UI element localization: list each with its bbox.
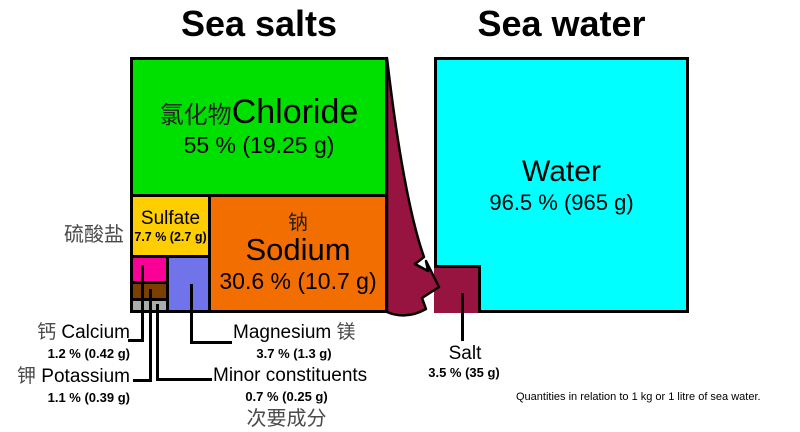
sodium-value: 30.6 % (10.7 g) bbox=[219, 268, 377, 294]
footnote: Quantities in relation to 1 kg or 1 litr… bbox=[516, 391, 761, 403]
water-label: Water bbox=[522, 154, 601, 188]
sea-salts-title: Sea salts bbox=[180, 3, 338, 44]
potassium-connector-line-h bbox=[133, 379, 152, 382]
sulfate-cell: Sulfate 7.7 % (2.7 g) bbox=[133, 197, 208, 255]
magnesium-label-en: Magnesium bbox=[233, 322, 332, 343]
magnesium-connector-line-h bbox=[190, 341, 232, 344]
sodium-label-zh: 钠 bbox=[288, 210, 308, 234]
calcium-connector-line-h bbox=[128, 339, 144, 342]
chloride-value: 55 % (19.25 g) bbox=[183, 132, 335, 158]
minor-constituents-label: Minor constituents bbox=[213, 365, 368, 386]
water-cell: Water 96.5 % (965 g) bbox=[437, 60, 686, 310]
sulfate-label: Sulfate bbox=[140, 207, 201, 229]
magnesium-connector-line bbox=[190, 284, 193, 344]
calcium-cell bbox=[133, 258, 166, 281]
salt-label: Salt bbox=[448, 343, 482, 364]
water-value: 96.5 % (965 g) bbox=[489, 189, 634, 215]
calcium-label: 钙 Calcium bbox=[20, 321, 130, 344]
salt-connector-line bbox=[461, 293, 464, 341]
salt-funnel-arrow-path bbox=[385, 56, 441, 317]
magnesium-cell bbox=[169, 258, 208, 310]
sea-water-box: Water 96.5 % (965 g) bbox=[434, 57, 689, 313]
sodium-cell: 钠 Sodium 30.6 % (10.7 g) bbox=[211, 197, 385, 310]
sulfate-value: 7.7 % (2.7 g) bbox=[134, 229, 207, 244]
chloride-label: Chloride bbox=[231, 93, 359, 131]
potassium-label-en: Potassium bbox=[41, 366, 130, 387]
sea-water-title: Sea water bbox=[477, 3, 646, 44]
potassium-label: 钾 Potassium bbox=[10, 365, 130, 388]
chloride-cell: 氯化物Chloride 55 % (19.25 g) bbox=[133, 60, 385, 194]
salt-value: 3.5 % (35 g) bbox=[428, 365, 500, 380]
magnesium-label-zh: 镁 bbox=[336, 321, 356, 343]
minor-constituents-label-zh: 次要成分 bbox=[246, 406, 327, 430]
minor-connector-line-h bbox=[156, 378, 212, 381]
sulfate-label-zh: 硫酸盐 bbox=[64, 222, 124, 246]
sodium-label: Sodium bbox=[245, 232, 351, 267]
magnesium-value: 3.7 % (1.3 g) bbox=[256, 346, 332, 361]
calcium-value: 1.2 % (0.42 g) bbox=[47, 346, 130, 361]
chloride-label-zh: 氯化物 bbox=[159, 101, 232, 129]
potassium-label-zh: 钾 bbox=[17, 365, 37, 387]
sea-salts-box: 氯化物Chloride 55 % (19.25 g) Sulfate 7.7 %… bbox=[130, 57, 388, 313]
potassium-value: 1.1 % (0.39 g) bbox=[47, 390, 130, 405]
calcium-label-zh: 钙 bbox=[37, 321, 57, 343]
chloride-name-row: 氯化物Chloride bbox=[160, 94, 359, 130]
potassium-connector-line bbox=[149, 289, 152, 382]
minor-constituents-value: 0.7 % (0.25 g) bbox=[245, 389, 328, 404]
minor-connector-line bbox=[156, 304, 159, 381]
calcium-label-en: Calcium bbox=[61, 322, 130, 343]
salt-cell bbox=[434, 265, 481, 313]
calcium-connector-line bbox=[141, 265, 144, 342]
magnesium-label: Magnesium 镁 bbox=[233, 321, 356, 344]
